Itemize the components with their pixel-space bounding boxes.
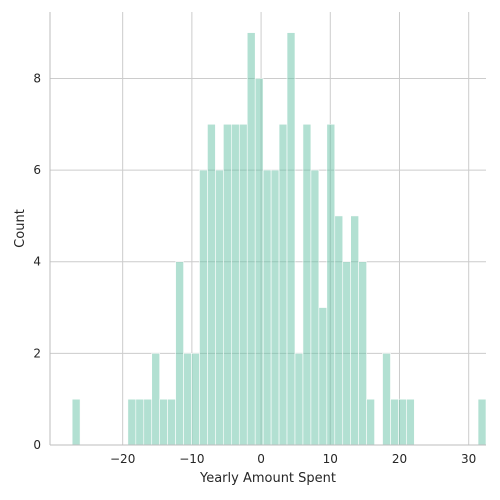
histogram-bar [342, 261, 352, 446]
y-axis-label: Count [13, 209, 28, 248]
histogram-bar [143, 398, 153, 446]
histogram-bar [159, 398, 168, 446]
histogram-bar [366, 398, 375, 446]
histogram-bar [254, 78, 264, 446]
histogram-bar [199, 169, 208, 446]
histogram-bar [183, 353, 192, 446]
histogram-bar [71, 398, 81, 446]
histogram-bar [270, 169, 280, 446]
histogram-bar [151, 353, 160, 446]
histogram-bar [207, 123, 216, 446]
histogram-bar [246, 32, 256, 446]
histogram-bar [175, 261, 184, 446]
histogram-bar [135, 398, 145, 446]
y-tick-label: 0 [33, 438, 41, 452]
y-tick-labels: 0 2 4 6 8 [33, 71, 41, 452]
y-tick-label: 8 [33, 71, 41, 85]
x-tick-label: 0 [257, 452, 265, 466]
histogram-bar [310, 169, 320, 446]
histogram-bar [191, 353, 200, 446]
x-tick-label: 20 [392, 452, 407, 466]
histogram-bar [318, 307, 328, 446]
histogram-bar [286, 32, 296, 446]
histogram-bar [278, 123, 288, 446]
x-tick-label: −10 [179, 452, 204, 466]
histogram-bar [406, 398, 415, 446]
histogram-bar [223, 123, 232, 446]
histogram-bar [350, 215, 359, 446]
y-tick-label: 2 [33, 346, 41, 360]
histogram-bar [477, 398, 487, 446]
histogram-bar [238, 123, 248, 446]
histogram-bar [326, 123, 336, 446]
y-tick-label: 4 [33, 255, 41, 269]
histogram-bar [382, 353, 391, 446]
histogram-bar [215, 169, 224, 446]
histogram-bar [231, 123, 240, 446]
x-tick-label: 10 [323, 452, 338, 466]
x-tick-labels: −20 −10 0 10 20 30 [110, 452, 476, 466]
histogram-bar [262, 169, 272, 446]
histogram-bar [334, 215, 344, 446]
y-tick-label: 6 [33, 163, 41, 177]
x-tick-label: −20 [110, 452, 135, 466]
histogram-bar [390, 398, 399, 446]
histogram-bar [358, 261, 367, 446]
histogram-bar [398, 398, 407, 446]
x-tick-label: 30 [461, 452, 476, 466]
x-axis-label: Yearly Amount Spent [199, 471, 336, 486]
bars [71, 32, 487, 446]
histogram-bar [127, 398, 137, 446]
histogram-bar [167, 398, 176, 446]
histogram-bar [294, 353, 304, 446]
histogram-bar [302, 123, 312, 446]
